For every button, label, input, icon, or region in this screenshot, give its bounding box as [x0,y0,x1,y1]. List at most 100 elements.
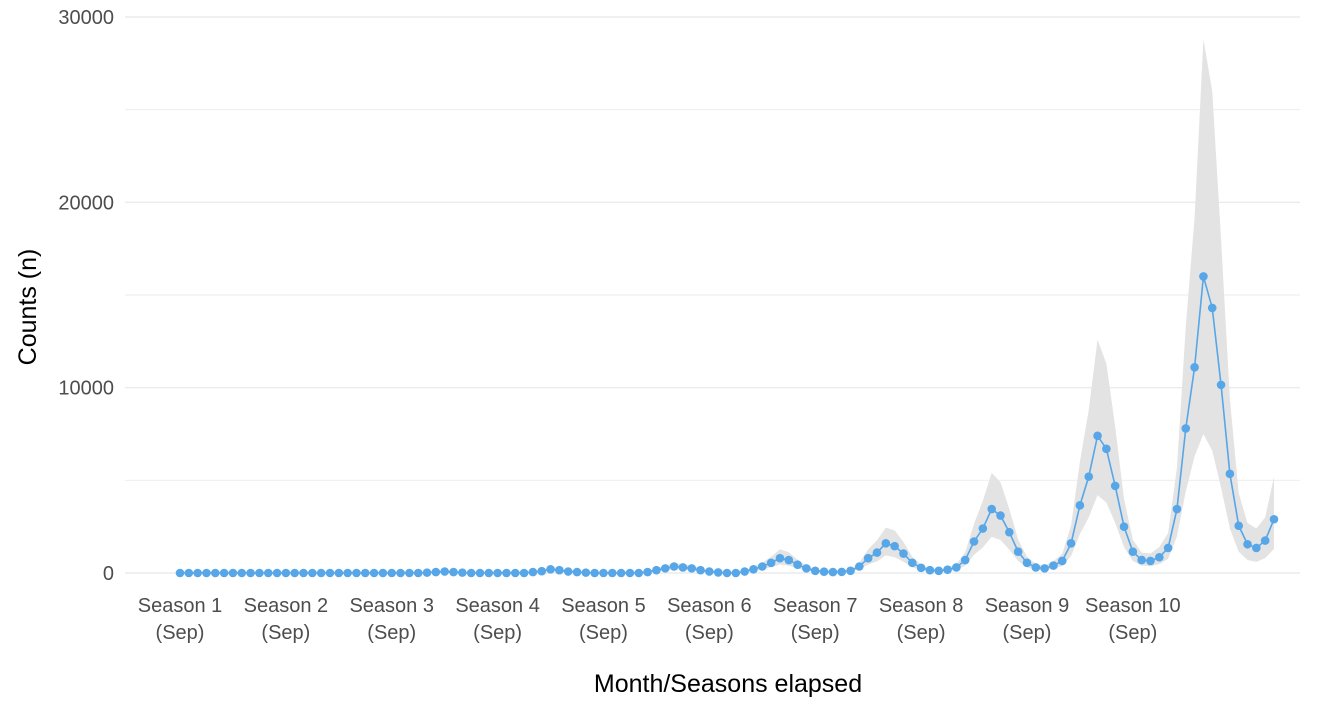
data-point [643,567,652,577]
y-tick-label: 0 [103,563,114,585]
data-point [810,566,820,576]
data-point [969,537,979,546]
data-point [1057,556,1067,566]
x-tick-label: Season 1 [138,595,223,617]
x-tick-sublabel: (Sep) [685,622,734,644]
data-point [316,568,326,578]
grid-lines [125,16,1300,574]
data-point [1075,501,1085,510]
data-point [1269,514,1279,524]
x-tick-sublabel: (Sep) [897,622,946,644]
data-point [1243,539,1252,549]
data-point [731,568,741,578]
data-point [616,568,626,578]
data-point [784,555,794,565]
data-point [1084,472,1094,481]
data-point [775,553,785,563]
data-point [749,564,758,574]
data-point [634,568,644,578]
data-point [925,565,935,575]
data-point [625,568,635,578]
x-tick-sublabel: (Sep) [367,622,416,644]
x-tick-label: Season 9 [985,595,1070,617]
data-point [1102,444,1111,454]
data-point [1093,431,1102,441]
y-tick-label: 10000 [58,378,114,400]
data-point [1110,481,1120,491]
data-point [255,568,264,578]
data-point [872,548,882,557]
data-point [246,568,255,578]
data-point [387,568,397,578]
data-point [881,539,891,548]
data-point [855,562,864,571]
data-point [237,568,247,578]
data-point [1260,536,1270,545]
data-point [978,524,988,533]
data-point [1181,424,1191,433]
data-point [996,511,1005,520]
data-point [405,568,414,578]
data-point [802,564,811,573]
x-tick-label: Season 7 [773,595,858,617]
y-tick-label: 20000 [58,192,114,214]
data-point [1225,469,1235,479]
data-point [422,568,432,577]
data-point [1031,563,1041,572]
x-tick-sublabel: (Sep) [1003,622,1052,644]
data-point [1022,558,1032,568]
data-point [863,553,873,563]
x-tick-sublabel: (Sep) [156,622,205,644]
data-point [193,568,202,578]
data-point [1040,564,1049,573]
x-tick-sublabel: (Sep) [579,622,628,644]
data-point [1013,547,1023,556]
data-point [837,567,846,577]
data-point [272,568,282,578]
data-point [1163,543,1173,553]
x-axis-ticks: Season 1 (Sep) Season 2 (Sep) Season 3 (Sep) S… [138,595,1181,644]
data-point [960,555,970,565]
data-point [369,568,379,578]
data-point [290,568,299,578]
data-point [581,568,591,577]
data-point [360,568,370,578]
data-point [828,567,838,577]
data-point [519,568,529,578]
data-point [546,564,555,574]
data-point [449,567,458,577]
data-point [1252,543,1261,553]
data-point [431,567,441,577]
data-point [308,568,317,578]
data-point [660,564,670,573]
data-point [572,567,582,577]
data-point [263,568,273,578]
x-tick-sublabel: (Sep) [1108,622,1157,644]
data-point [528,567,538,577]
data-point [916,563,926,573]
data-point [1146,556,1155,566]
confidence-ribbon [180,39,1274,574]
data-point [202,568,211,578]
data-point [696,565,705,575]
data-point [1128,547,1138,556]
data-point [475,568,485,578]
data-point [987,504,996,514]
data-point [466,568,476,578]
y-tick-label: 30000 [58,7,114,29]
data-point [1049,561,1058,570]
data-point [713,568,723,577]
data-point [352,568,361,578]
x-tick-sublabel: (Sep) [473,622,522,644]
x-tick-label: Season 6 [667,595,752,617]
data-point [396,568,405,578]
x-tick-sublabel: (Sep) [261,622,310,644]
series-points [175,272,1279,578]
data-point [687,564,697,573]
data-point [299,568,308,578]
y-axis-title: Counts (n) [14,249,42,366]
data-point [907,558,917,568]
x-tick-label: Season 8 [879,595,964,617]
